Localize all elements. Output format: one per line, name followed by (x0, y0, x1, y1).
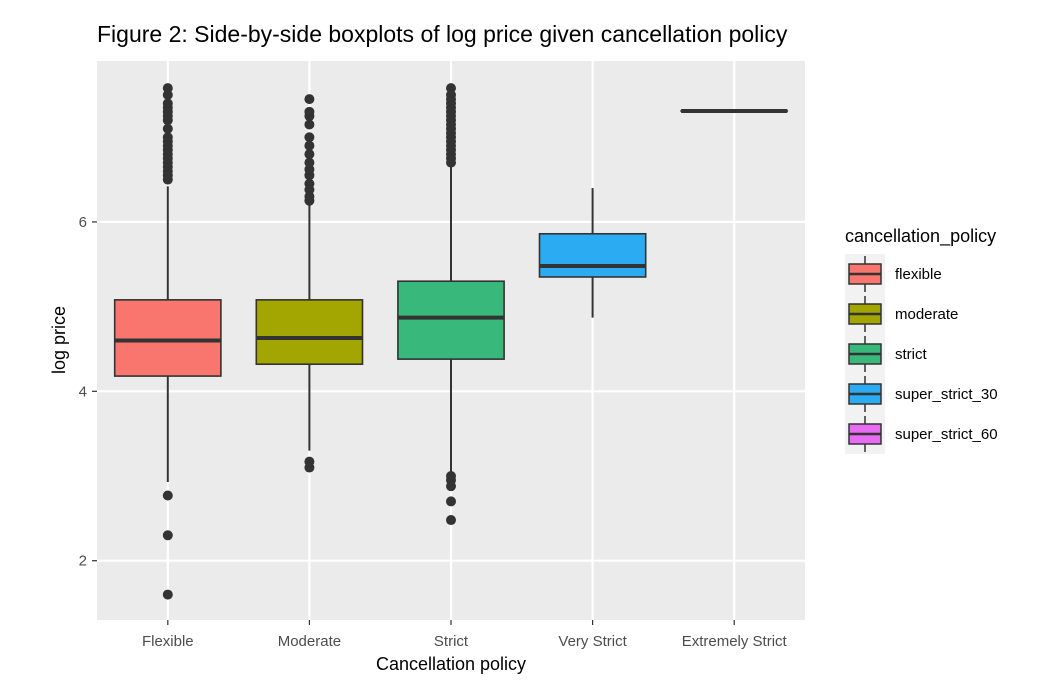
outlier-point (162, 123, 173, 134)
outlier-point (446, 83, 456, 94)
boxplot-moderate (255, 94, 364, 473)
legend-label: super_strict_60 (895, 426, 998, 443)
outlier-point (162, 98, 173, 109)
x-axis-title: Cancellation policy (376, 654, 526, 674)
outlier-point (446, 515, 456, 526)
legend: cancellation_policy flexible moderate stri… (845, 226, 998, 454)
outlier-point (304, 106, 315, 117)
x-tick-label: Extremely Strict (682, 633, 788, 650)
x-tick-label: Moderate (278, 633, 341, 650)
x-tick-label: Flexible (142, 633, 194, 650)
y-tick-label: 2 (79, 553, 87, 570)
chart-title: Figure 2: Side-by-side boxplots of log p… (97, 21, 788, 47)
box (255, 299, 364, 366)
outlier-point (162, 132, 173, 143)
legend-label: moderate (895, 306, 958, 323)
legend-label: flexible (895, 266, 942, 283)
legend-label: super_strict_30 (895, 386, 998, 403)
x-tick-label: Strict (434, 633, 469, 650)
boxplot-flexible (113, 83, 222, 600)
y-tick-label: 4 (79, 383, 87, 400)
legend-label: strict (895, 346, 927, 363)
outlier-point (304, 132, 315, 143)
x-tick-label: Very Strict (558, 633, 627, 650)
outlier-point (304, 140, 315, 151)
legend-title: cancellation_policy (845, 226, 996, 247)
axes: 2 4 6 Flexible Moderate Strict Very Strict Extr… (79, 214, 788, 650)
outlier-point (162, 589, 173, 600)
boxplot-very-strict (538, 188, 647, 318)
outlier-point (162, 490, 173, 501)
box (397, 280, 505, 360)
outlier-point (162, 530, 173, 541)
outlier-point (304, 157, 315, 168)
y-tick-label: 6 (79, 214, 87, 231)
outlier-point (446, 496, 456, 507)
boxplot-strict (397, 83, 505, 526)
outlier-point (304, 178, 315, 189)
box (538, 232, 647, 278)
outlier-point (446, 481, 456, 492)
outlier-point (162, 83, 173, 94)
outlier-point (304, 119, 315, 130)
outlier-point (304, 149, 315, 160)
y-axis-title: log price (49, 306, 69, 374)
outlier-point (304, 462, 315, 473)
boxplots (113, 83, 789, 600)
outlier-point (304, 94, 315, 105)
box (113, 299, 222, 377)
